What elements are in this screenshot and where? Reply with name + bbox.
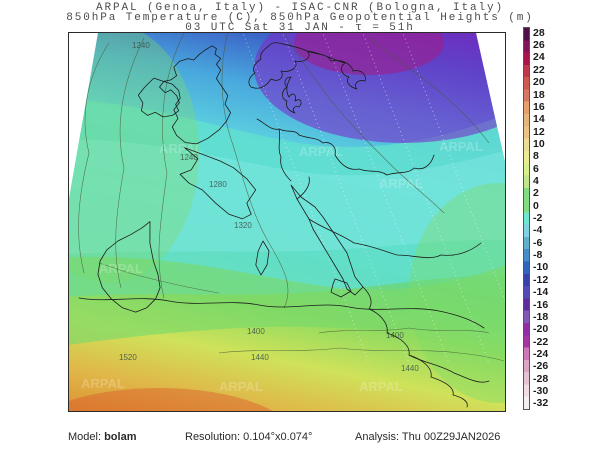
svg-text:1440: 1440: [251, 353, 269, 362]
svg-text:1240: 1240: [132, 41, 150, 50]
svg-text:1280: 1280: [209, 180, 227, 189]
svg-text:1400: 1400: [247, 327, 265, 336]
svg-text:1520: 1520: [119, 353, 137, 362]
svg-text:ARPAL: ARPAL: [159, 141, 203, 156]
svg-text:ARPAL: ARPAL: [359, 379, 403, 394]
svg-text:ARPAL: ARPAL: [81, 376, 125, 391]
svg-text:ARPAL: ARPAL: [439, 139, 483, 154]
svg-text:ARPAL: ARPAL: [99, 261, 143, 276]
svg-text:ARPAL: ARPAL: [379, 176, 423, 191]
svg-text:1400: 1400: [386, 331, 404, 340]
svg-text:1440: 1440: [401, 364, 419, 373]
svg-text:ARPAL: ARPAL: [219, 379, 263, 394]
svg-text:1320: 1320: [234, 221, 252, 230]
